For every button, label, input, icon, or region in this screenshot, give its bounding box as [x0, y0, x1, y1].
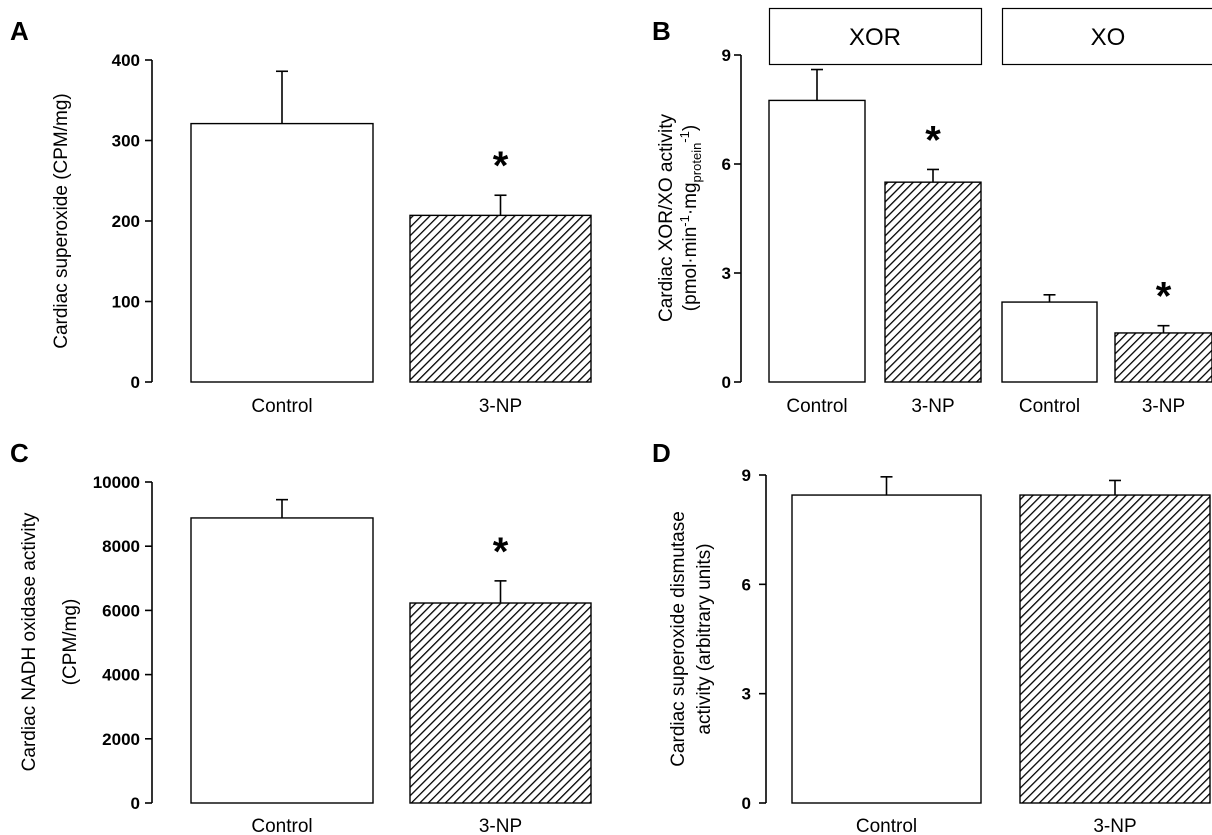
chart-panel-d: D 0 3 6 9 Cardiac superoxide dismutase activit… — [652, 438, 1211, 835]
y-tick-label: 4000 — [102, 666, 140, 685]
y-axis-label-part: -1 — [677, 131, 692, 143]
group-header-label: XOR — [849, 24, 901, 51]
y-tick-label: 300 — [112, 132, 140, 151]
group-header-box — [768, 7, 983, 66]
y-tick-label: 3 — [742, 685, 751, 704]
category-label: 3-NP — [479, 816, 522, 835]
y-axis-label-part: -1 — [677, 215, 692, 227]
category-label: Control — [251, 816, 312, 835]
bar — [1019, 494, 1211, 804]
significance-marker: * — [925, 118, 941, 162]
y-axis-label-part: · — [680, 257, 701, 263]
category-label: 3-NP — [911, 396, 954, 417]
y-tick-label: 0 — [131, 373, 140, 392]
y-tick-label: 0 — [722, 373, 731, 392]
bar — [409, 602, 592, 804]
category-label: 3-NP — [479, 396, 522, 417]
y-tick-label: 2000 — [102, 730, 140, 749]
y-axis-label: (CPM/mg) — [60, 599, 81, 686]
y-axis-label-part: mg — [680, 182, 701, 208]
y-tick-label: 3 — [722, 264, 731, 283]
bar — [768, 99, 866, 383]
y-axis-label: Cardiac superoxide dismutase — [668, 511, 689, 767]
y-tick-label: 9 — [722, 46, 731, 65]
bar — [884, 181, 982, 383]
y-tick-label: 6 — [722, 155, 731, 174]
bar — [1114, 332, 1212, 383]
category-label: Control — [856, 816, 917, 835]
panel-letter: B — [652, 16, 671, 46]
group-header-box — [1001, 7, 1212, 66]
y-tick-label: 8000 — [102, 537, 140, 556]
y-tick-label: 6000 — [102, 601, 140, 620]
y-tick-label: 100 — [112, 293, 140, 312]
y-tick-label: 0 — [742, 794, 751, 813]
category-label: Control — [251, 396, 312, 417]
y-axis-label-part: min — [680, 227, 701, 258]
bar — [409, 214, 592, 383]
y-axis-label: Cardiac XOR/XO activity — [656, 114, 677, 322]
chart-panel-a: A 0 100 200 300 400 Cardiac superoxide (CPM/mg… — [10, 16, 592, 417]
y-tick-label: 6 — [742, 575, 751, 594]
significance-marker: * — [493, 530, 509, 574]
chart-panel-c: C 0 2000 4000 6000 8000 10000 Cardiac NADH oxid… — [10, 438, 592, 835]
panel-letter: C — [10, 438, 29, 468]
significance-marker: * — [1156, 275, 1172, 319]
y-tick-label: 400 — [112, 51, 140, 70]
y-axis-label: activity (arbitrary units) — [694, 543, 715, 734]
y-tick-label: 0 — [131, 794, 140, 813]
category-label: 3-NP — [1093, 816, 1136, 835]
y-axis-label: Cardiac superoxide (CPM/mg) — [51, 93, 72, 349]
bar — [190, 122, 374, 383]
y-axis-label-part: ) — [680, 125, 701, 131]
y-axis-label-part: (pmol — [680, 264, 701, 312]
y-tick-label: 10000 — [93, 473, 140, 492]
y-axis-label: (pmol·min-1·mgprotein-1) — [677, 125, 704, 311]
significance-marker: * — [493, 144, 509, 188]
y-tick-label: 9 — [742, 466, 751, 485]
category-label: 3-NP — [1142, 396, 1185, 417]
bar — [791, 494, 982, 804]
category-label: Control — [1019, 396, 1080, 417]
y-tick-label: 200 — [112, 212, 140, 231]
category-label: Control — [786, 396, 847, 417]
y-axis-label: Cardiac NADH oxidase activity — [19, 512, 40, 771]
panel-letter: A — [10, 16, 29, 46]
group-header-label: XO — [1091, 24, 1126, 51]
bar — [190, 517, 374, 804]
panel-letter: D — [652, 438, 671, 468]
y-axis-label-part: · — [680, 209, 701, 215]
bar — [1001, 301, 1098, 383]
y-axis-label-part: protein — [689, 143, 704, 183]
